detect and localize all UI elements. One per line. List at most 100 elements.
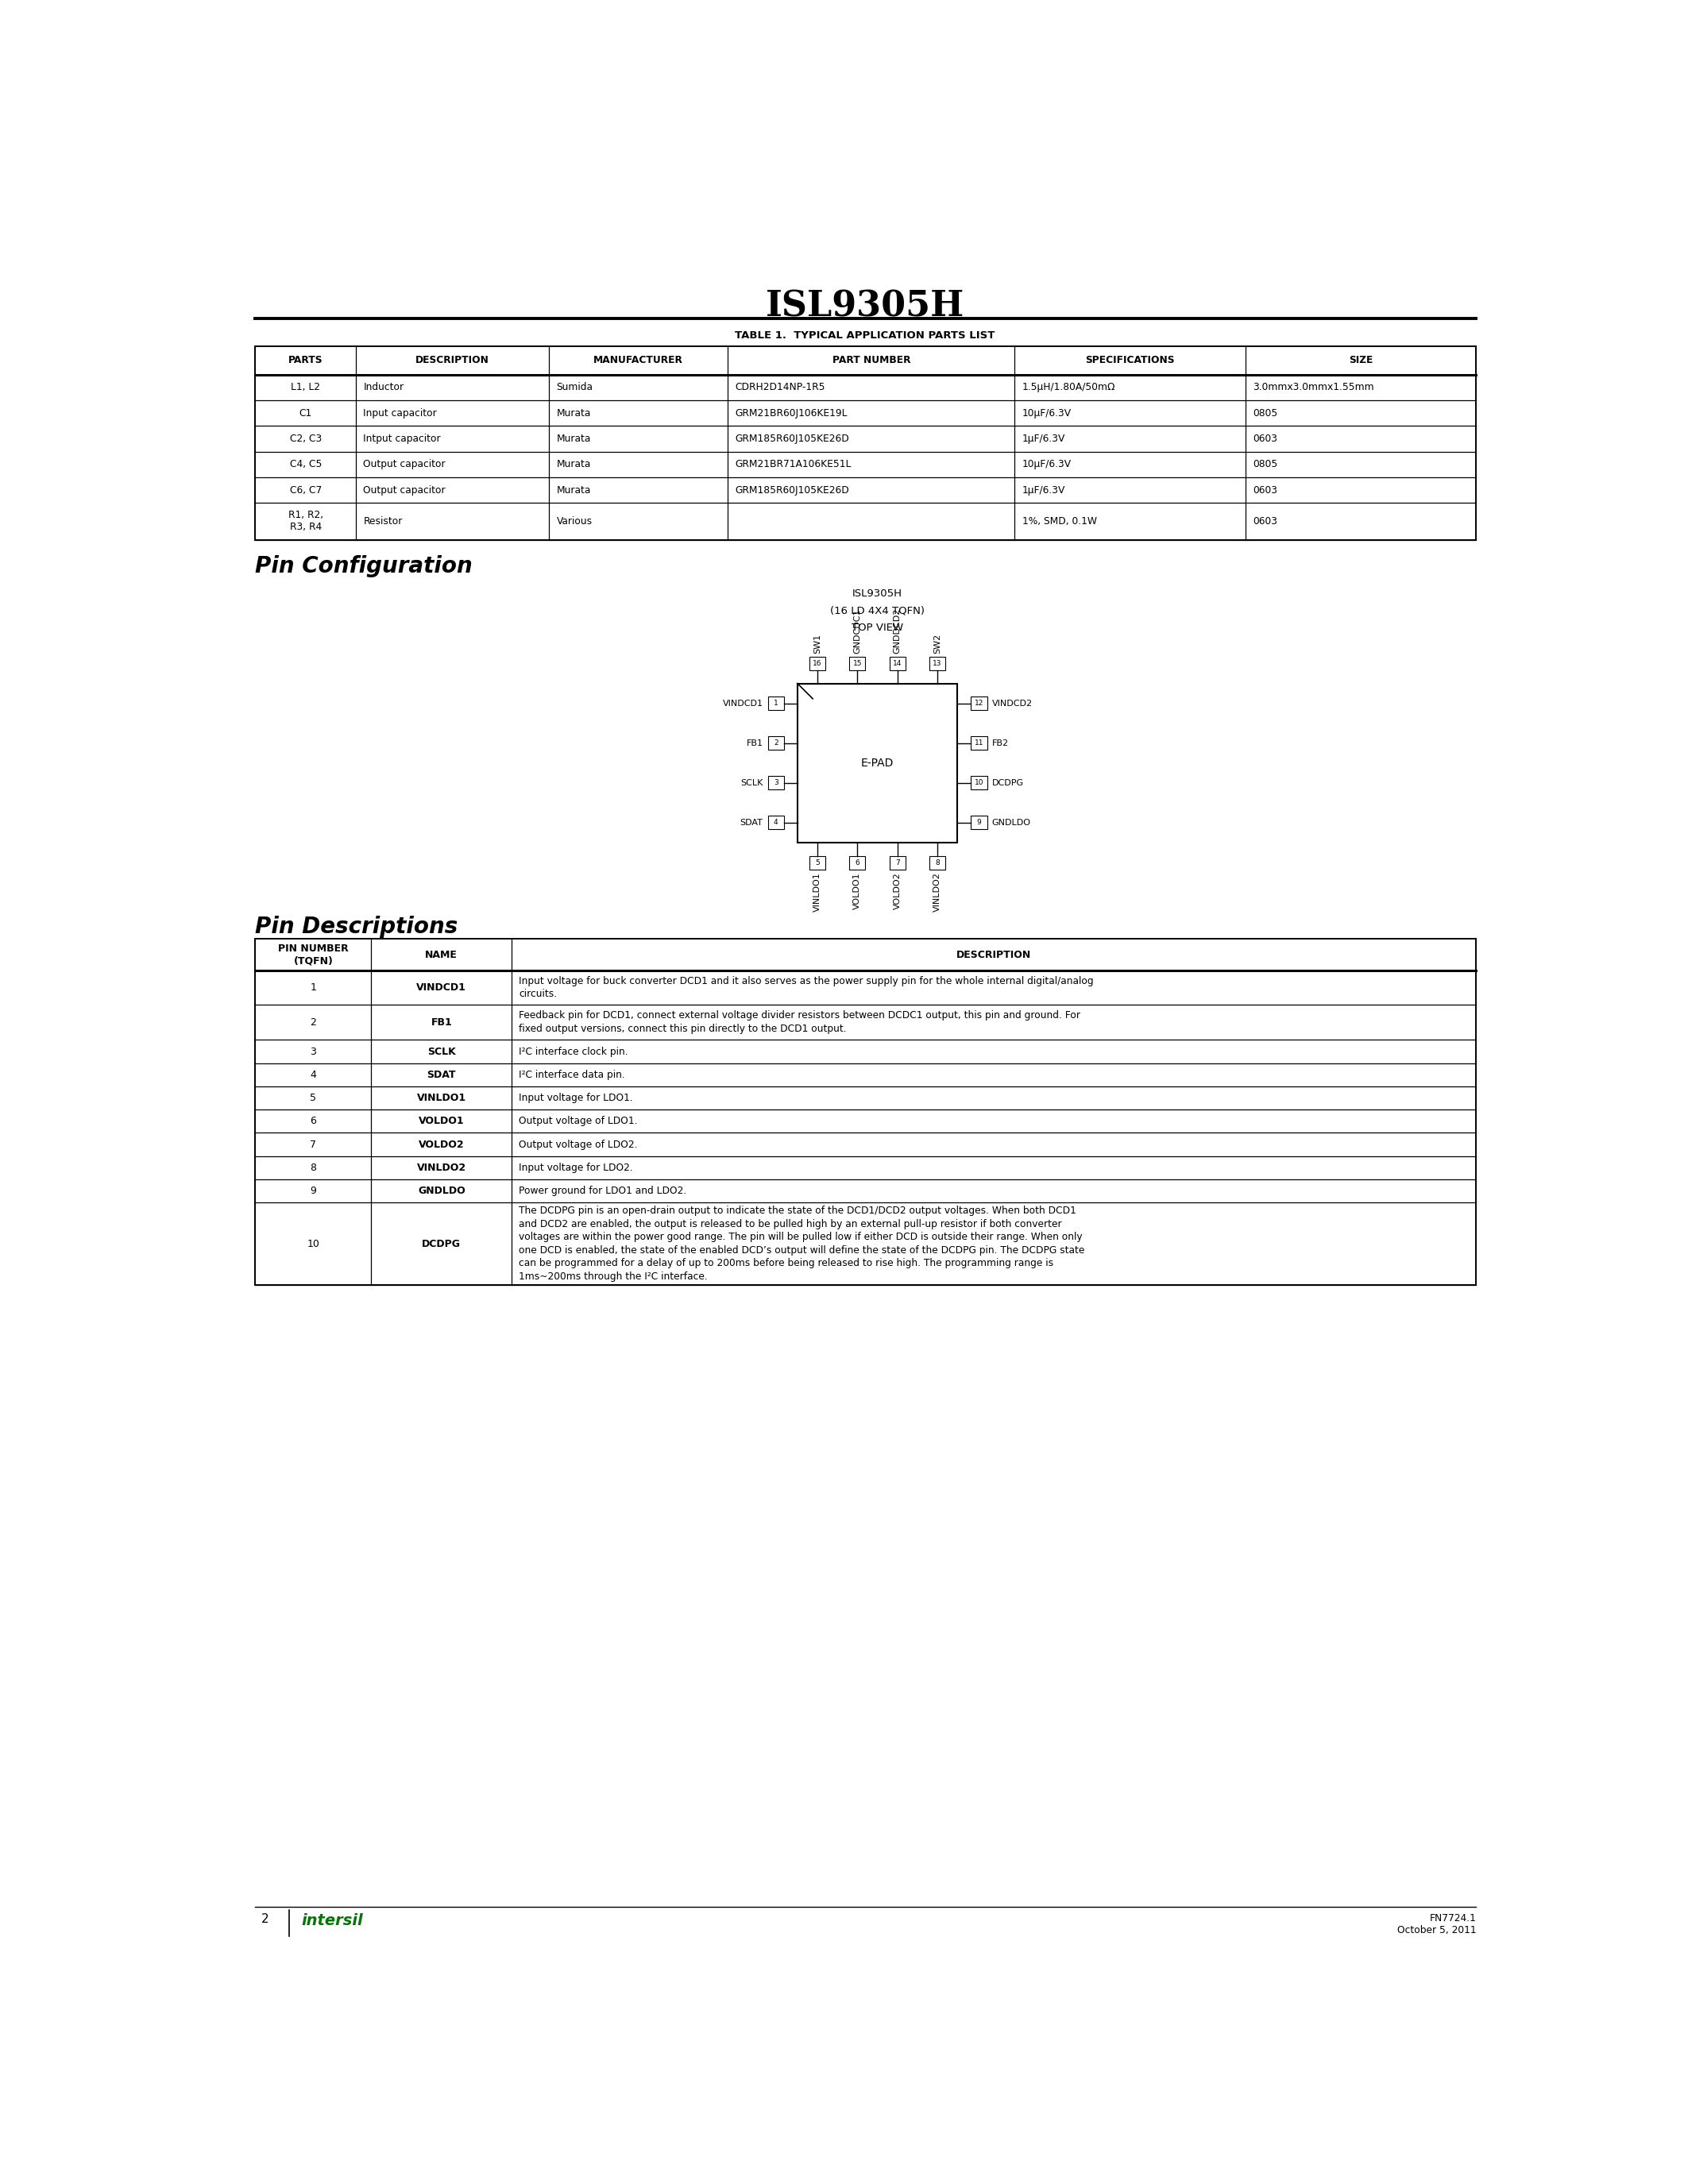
Bar <box>971 817 987 830</box>
Text: DESCRIPTION: DESCRIPTION <box>957 950 1031 961</box>
Text: VINLDO1: VINLDO1 <box>417 1092 466 1103</box>
Text: C6, C7: C6, C7 <box>290 485 322 496</box>
Text: NAME: NAME <box>425 950 457 961</box>
Text: 6: 6 <box>311 1116 316 1127</box>
Text: VINDCD1: VINDCD1 <box>417 983 466 994</box>
Text: SCLK: SCLK <box>427 1046 456 1057</box>
Text: SPECIFICATIONS: SPECIFICATIONS <box>1085 356 1175 365</box>
Text: GNDCDC1: GNDCDC1 <box>854 609 861 653</box>
Text: GNDDCD2: GNDDCD2 <box>893 607 901 653</box>
Text: SDAT: SDAT <box>427 1070 456 1079</box>
Text: 0603: 0603 <box>1252 485 1278 496</box>
Text: DESCRIPTION: DESCRIPTION <box>415 356 490 365</box>
Text: C4, C5: C4, C5 <box>290 459 322 470</box>
Text: GNDLDO: GNDLDO <box>417 1186 466 1197</box>
Text: 16: 16 <box>814 660 822 666</box>
Text: PIN NUMBER
(TQFN): PIN NUMBER (TQFN) <box>279 943 348 965</box>
Text: ISL9305H: ISL9305H <box>766 290 964 323</box>
Text: Various: Various <box>557 515 592 526</box>
Text: Feedback pin for DCD1, connect external voltage divider resistors between DCDC1 : Feedback pin for DCD1, connect external … <box>520 1011 1080 1033</box>
Text: FN7724.1
October 5, 2011: FN7724.1 October 5, 2011 <box>1398 1913 1475 1935</box>
Text: 10: 10 <box>974 780 984 786</box>
Text: 1μF/6.3V: 1μF/6.3V <box>1021 435 1065 443</box>
Text: DCDPG: DCDPG <box>993 780 1025 786</box>
Bar <box>768 736 783 749</box>
Text: VINDCD1: VINDCD1 <box>722 699 763 708</box>
Text: Murata: Murata <box>557 435 591 443</box>
Text: Power ground for LDO1 and LDO2.: Power ground for LDO1 and LDO2. <box>520 1186 687 1197</box>
Bar <box>809 856 825 869</box>
Text: SIZE: SIZE <box>1349 356 1372 365</box>
Text: Murata: Murata <box>557 459 591 470</box>
Text: 2: 2 <box>311 1018 316 1026</box>
Text: 2: 2 <box>773 740 778 747</box>
Text: SDAT: SDAT <box>739 819 763 826</box>
Text: 12: 12 <box>974 699 984 708</box>
Text: VOLDO2: VOLDO2 <box>419 1140 464 1149</box>
Text: 10: 10 <box>307 1238 319 1249</box>
Text: GRM21BR60J106KE19L: GRM21BR60J106KE19L <box>736 408 847 419</box>
Text: Resistor: Resistor <box>363 515 403 526</box>
Text: C2, C3: C2, C3 <box>290 435 322 443</box>
Text: E-PAD: E-PAD <box>861 758 895 769</box>
Text: R1, R2,
R3, R4: R1, R2, R3, R4 <box>289 511 322 533</box>
Bar <box>768 697 783 710</box>
Text: L1, L2: L1, L2 <box>290 382 321 393</box>
Bar <box>930 657 945 670</box>
Text: 3: 3 <box>773 780 778 786</box>
Text: 2: 2 <box>262 1913 268 1924</box>
Text: Murata: Murata <box>557 408 591 419</box>
Bar <box>890 657 905 670</box>
Text: The DCDPG pin is an open-drain output to indicate the state of the DCD1/DCD2 out: The DCDPG pin is an open-drain output to… <box>520 1206 1085 1282</box>
Text: 7: 7 <box>895 858 900 867</box>
Bar <box>768 817 783 830</box>
Bar <box>849 856 866 869</box>
Text: FB2: FB2 <box>993 738 1009 747</box>
Text: 1: 1 <box>773 699 778 708</box>
Text: 0805: 0805 <box>1252 459 1278 470</box>
Text: Pin Descriptions: Pin Descriptions <box>255 915 457 939</box>
Text: Inductor: Inductor <box>363 382 403 393</box>
Text: 0603: 0603 <box>1252 515 1278 526</box>
Text: Input voltage for LDO2.: Input voltage for LDO2. <box>520 1162 633 1173</box>
Bar <box>809 657 825 670</box>
Text: 7: 7 <box>311 1140 316 1149</box>
Text: (16 LD 4X4 TQFN): (16 LD 4X4 TQFN) <box>830 605 925 616</box>
Text: 13: 13 <box>933 660 942 666</box>
Text: GRM21BR71A106KE51L: GRM21BR71A106KE51L <box>736 459 852 470</box>
Text: 1%, SMD, 0.1W: 1%, SMD, 0.1W <box>1021 515 1097 526</box>
Text: VOLDO1: VOLDO1 <box>419 1116 464 1127</box>
Text: MANUFACTURER: MANUFACTURER <box>594 356 684 365</box>
Bar <box>849 657 866 670</box>
Bar <box>971 736 987 749</box>
Text: 0805: 0805 <box>1252 408 1278 419</box>
Text: VINDCD2: VINDCD2 <box>993 699 1033 708</box>
Text: C1: C1 <box>299 408 312 419</box>
Text: SW2: SW2 <box>933 633 942 653</box>
Text: PARTS: PARTS <box>289 356 322 365</box>
Text: 0603: 0603 <box>1252 435 1278 443</box>
Text: Intput capacitor: Intput capacitor <box>363 435 441 443</box>
Text: PART NUMBER: PART NUMBER <box>832 356 910 365</box>
Text: SW1: SW1 <box>814 633 822 653</box>
Text: 6: 6 <box>856 858 859 867</box>
Bar <box>971 697 987 710</box>
Text: Input capacitor: Input capacitor <box>363 408 437 419</box>
Text: 10μF/6.3V: 10μF/6.3V <box>1021 459 1072 470</box>
Text: Output capacitor: Output capacitor <box>363 485 446 496</box>
Text: 5: 5 <box>815 858 820 867</box>
Bar <box>971 775 987 791</box>
Bar <box>255 347 1475 539</box>
Text: CDRH2D14NP-1R5: CDRH2D14NP-1R5 <box>736 382 825 393</box>
Text: TABLE 1.  TYPICAL APPLICATION PARTS LIST: TABLE 1. TYPICAL APPLICATION PARTS LIST <box>734 330 996 341</box>
Text: GNDLDO: GNDLDO <box>993 819 1031 826</box>
Text: FB1: FB1 <box>430 1018 452 1026</box>
Bar <box>930 856 945 869</box>
Text: Pin Configuration: Pin Configuration <box>255 555 473 577</box>
Text: 8: 8 <box>311 1162 316 1173</box>
Text: 3: 3 <box>311 1046 316 1057</box>
Text: 9: 9 <box>311 1186 316 1197</box>
Text: TOP VIEW: TOP VIEW <box>851 622 903 633</box>
Text: VINLDO2: VINLDO2 <box>933 871 942 913</box>
Text: GRM185R60J105KE26D: GRM185R60J105KE26D <box>736 485 849 496</box>
